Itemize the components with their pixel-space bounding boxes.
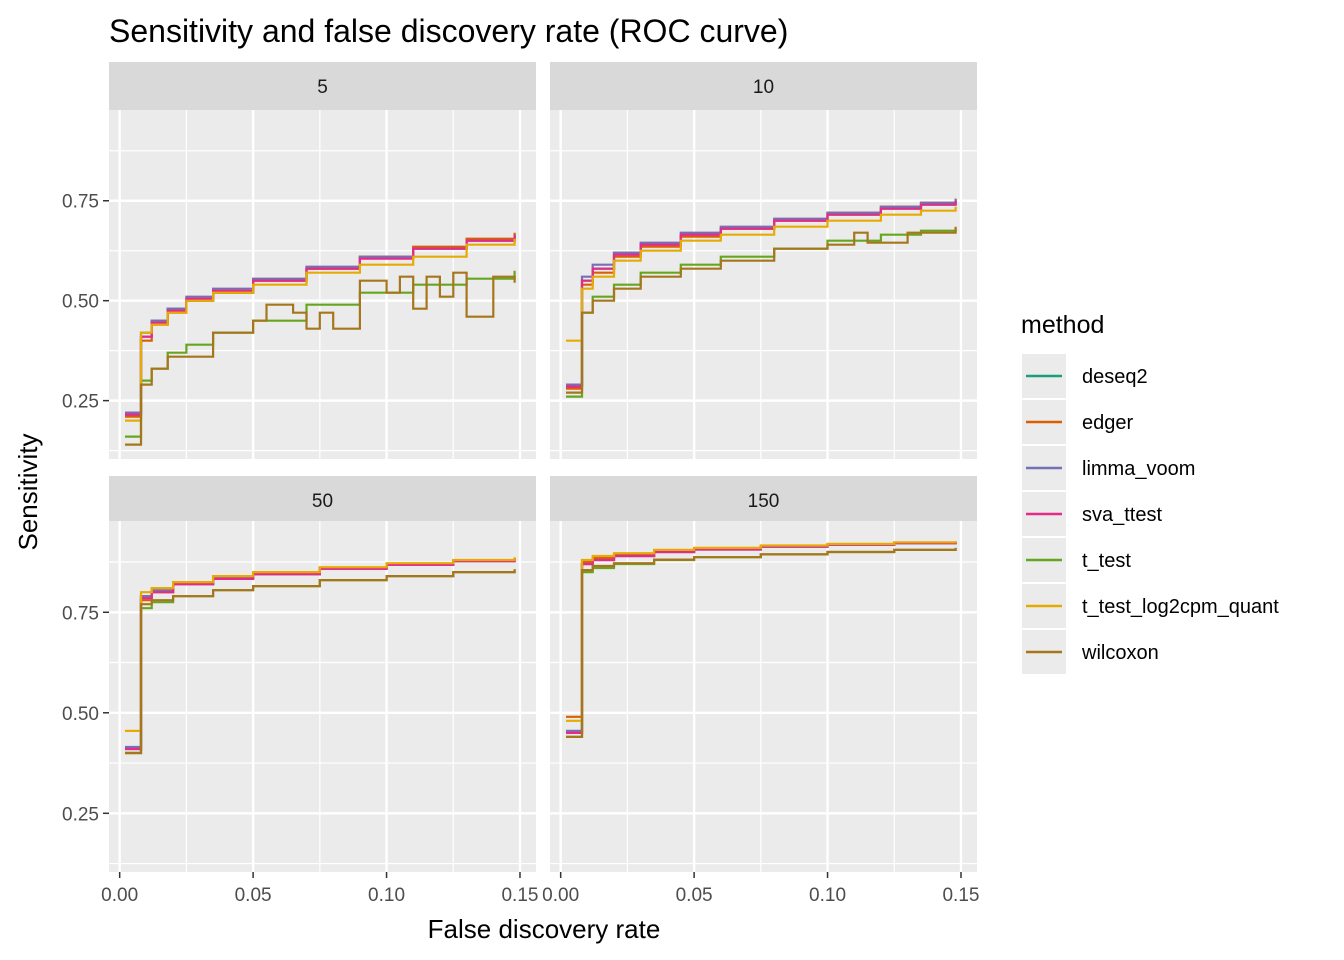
facet-strip: [109, 62, 536, 110]
legend-label: wilcoxon: [1081, 642, 1159, 664]
facet-strip: [109, 476, 536, 524]
x-tick-label: 0.00: [101, 885, 138, 906]
series-line-sva_ttest: [125, 558, 516, 751]
facet-panels: 5 10 50 150: [109, 62, 977, 872]
x-tick-label: 0.05: [676, 885, 713, 906]
x-axis-title: False discovery rate: [428, 914, 661, 944]
legend-label: limma_voom: [1082, 458, 1195, 480]
x-tick-label: 0.15: [942, 885, 979, 906]
series-line-t_test_log2cpm_quant: [125, 557, 516, 732]
series-line-t_test_log2cpm_quant: [566, 541, 957, 722]
facet-panel-10: 10: [550, 62, 977, 459]
legend-item-limma_voom: limma_voom: [1022, 446, 1195, 490]
facet-strip: [550, 62, 977, 110]
series-line-wilcoxon: [566, 226, 957, 394]
legend-item-edger: edger: [1022, 400, 1133, 444]
series-line-wilcoxon: [125, 569, 516, 755]
y-axis: 0.25 0.50 0.75 0.25 0.50 0.75: [62, 192, 109, 825]
panel-background: [550, 521, 977, 872]
legend-item-deseq2: deseq2: [1022, 354, 1148, 398]
y-tick-label: 0.75: [62, 603, 99, 624]
legend-title: method: [1021, 311, 1104, 339]
facet-strip-label: 50: [312, 491, 333, 512]
x-tick-label: 0.10: [368, 885, 405, 906]
legend-label: t_test: [1082, 550, 1131, 572]
series-line-limma_voom: [566, 198, 957, 386]
y-tick-label: 0.50: [62, 704, 99, 725]
x-tick-label: 0.05: [235, 885, 272, 906]
panel-background: [109, 110, 536, 459]
y-tick-label: 0.25: [62, 392, 99, 413]
x-tick-label: 0.00: [542, 885, 579, 906]
legend-item-sva_ttest: sva_ttest: [1022, 492, 1162, 536]
series-line-sva_ttest: [566, 200, 957, 388]
facet-strip: [550, 476, 977, 524]
legend-item-t_test: t_test: [1022, 538, 1131, 582]
x-tick-label: 0.15: [501, 885, 538, 906]
y-tick-label: 0.25: [62, 804, 99, 825]
chart-title: Sensitivity and false discovery rate (RO…: [109, 13, 788, 49]
legend-item-wilcoxon: wilcoxon: [1022, 630, 1159, 674]
legend-label: deseq2: [1082, 366, 1148, 388]
x-axis: 0.00 0.05 0.10 0.15 0.00 0.05 0.10 0.15: [101, 872, 979, 906]
x-tick-label: 0.10: [809, 885, 846, 906]
series-line-t_test_log2cpm_quant: [125, 238, 516, 422]
legend: method deseq2 edger limma_voom sva_ttest t_t…: [1021, 311, 1279, 674]
series-line-t_test_log2cpm_quant: [566, 206, 957, 342]
facet-strip-label: 150: [748, 491, 780, 512]
facet-strip-label: 5: [317, 77, 328, 98]
facet-strip-label: 10: [753, 77, 774, 98]
facet-panel-50: 50: [109, 476, 536, 872]
series-line-wilcoxon: [566, 547, 957, 738]
series-line-wilcoxon: [125, 271, 516, 446]
y-axis-title: Sensitivity: [13, 433, 43, 550]
y-tick-label: 0.50: [62, 292, 99, 313]
legend-label: sva_ttest: [1082, 504, 1162, 526]
legend-label: edger: [1082, 412, 1133, 434]
facet-panel-150: 150: [550, 476, 977, 872]
y-tick-label: 0.75: [62, 192, 99, 213]
legend-item-t_test_log2cpm_quant: t_test_log2cpm_quant: [1022, 584, 1279, 628]
facet-panel-5: 5: [109, 62, 536, 459]
legend-label: t_test_log2cpm_quant: [1082, 596, 1279, 618]
panel-background: [109, 521, 536, 872]
series-line-sva_ttest: [125, 234, 516, 416]
